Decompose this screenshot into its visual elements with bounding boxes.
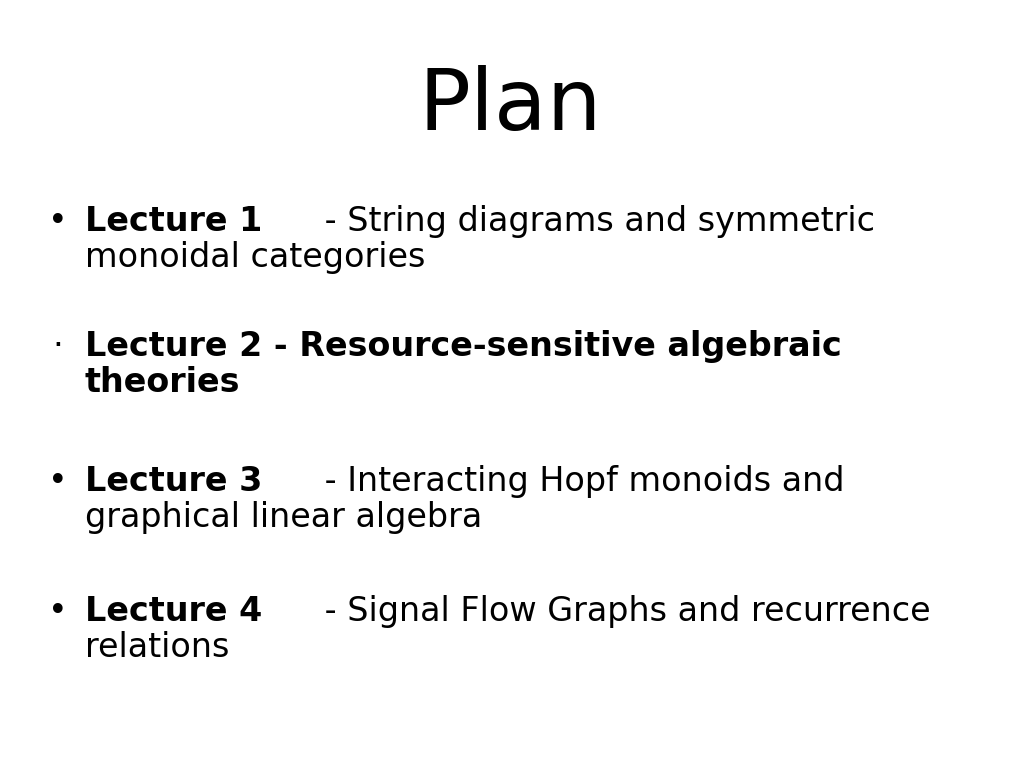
Text: theories: theories (85, 366, 240, 399)
Text: relations: relations (85, 631, 229, 664)
Text: •: • (48, 465, 67, 498)
Text: Lecture 4: Lecture 4 (85, 595, 262, 628)
Text: - Signal Flow Graphs and recurrence: - Signal Flow Graphs and recurrence (314, 595, 929, 628)
Text: - String diagrams and symmetric: - String diagrams and symmetric (314, 205, 874, 238)
Text: Lecture 1: Lecture 1 (85, 205, 262, 238)
Text: Lecture 2 - Resource-sensitive algebraic: Lecture 2 - Resource-sensitive algebraic (85, 330, 841, 363)
Text: monoidal categories: monoidal categories (85, 241, 425, 274)
Text: Plan: Plan (418, 65, 601, 148)
Text: - Interacting Hopf monoids and: - Interacting Hopf monoids and (314, 465, 844, 498)
Text: •: • (48, 205, 67, 238)
Text: Lecture 3: Lecture 3 (85, 465, 262, 498)
Text: graphical linear algebra: graphical linear algebra (85, 501, 482, 534)
Text: ·: · (53, 330, 63, 363)
Text: •: • (48, 595, 67, 628)
